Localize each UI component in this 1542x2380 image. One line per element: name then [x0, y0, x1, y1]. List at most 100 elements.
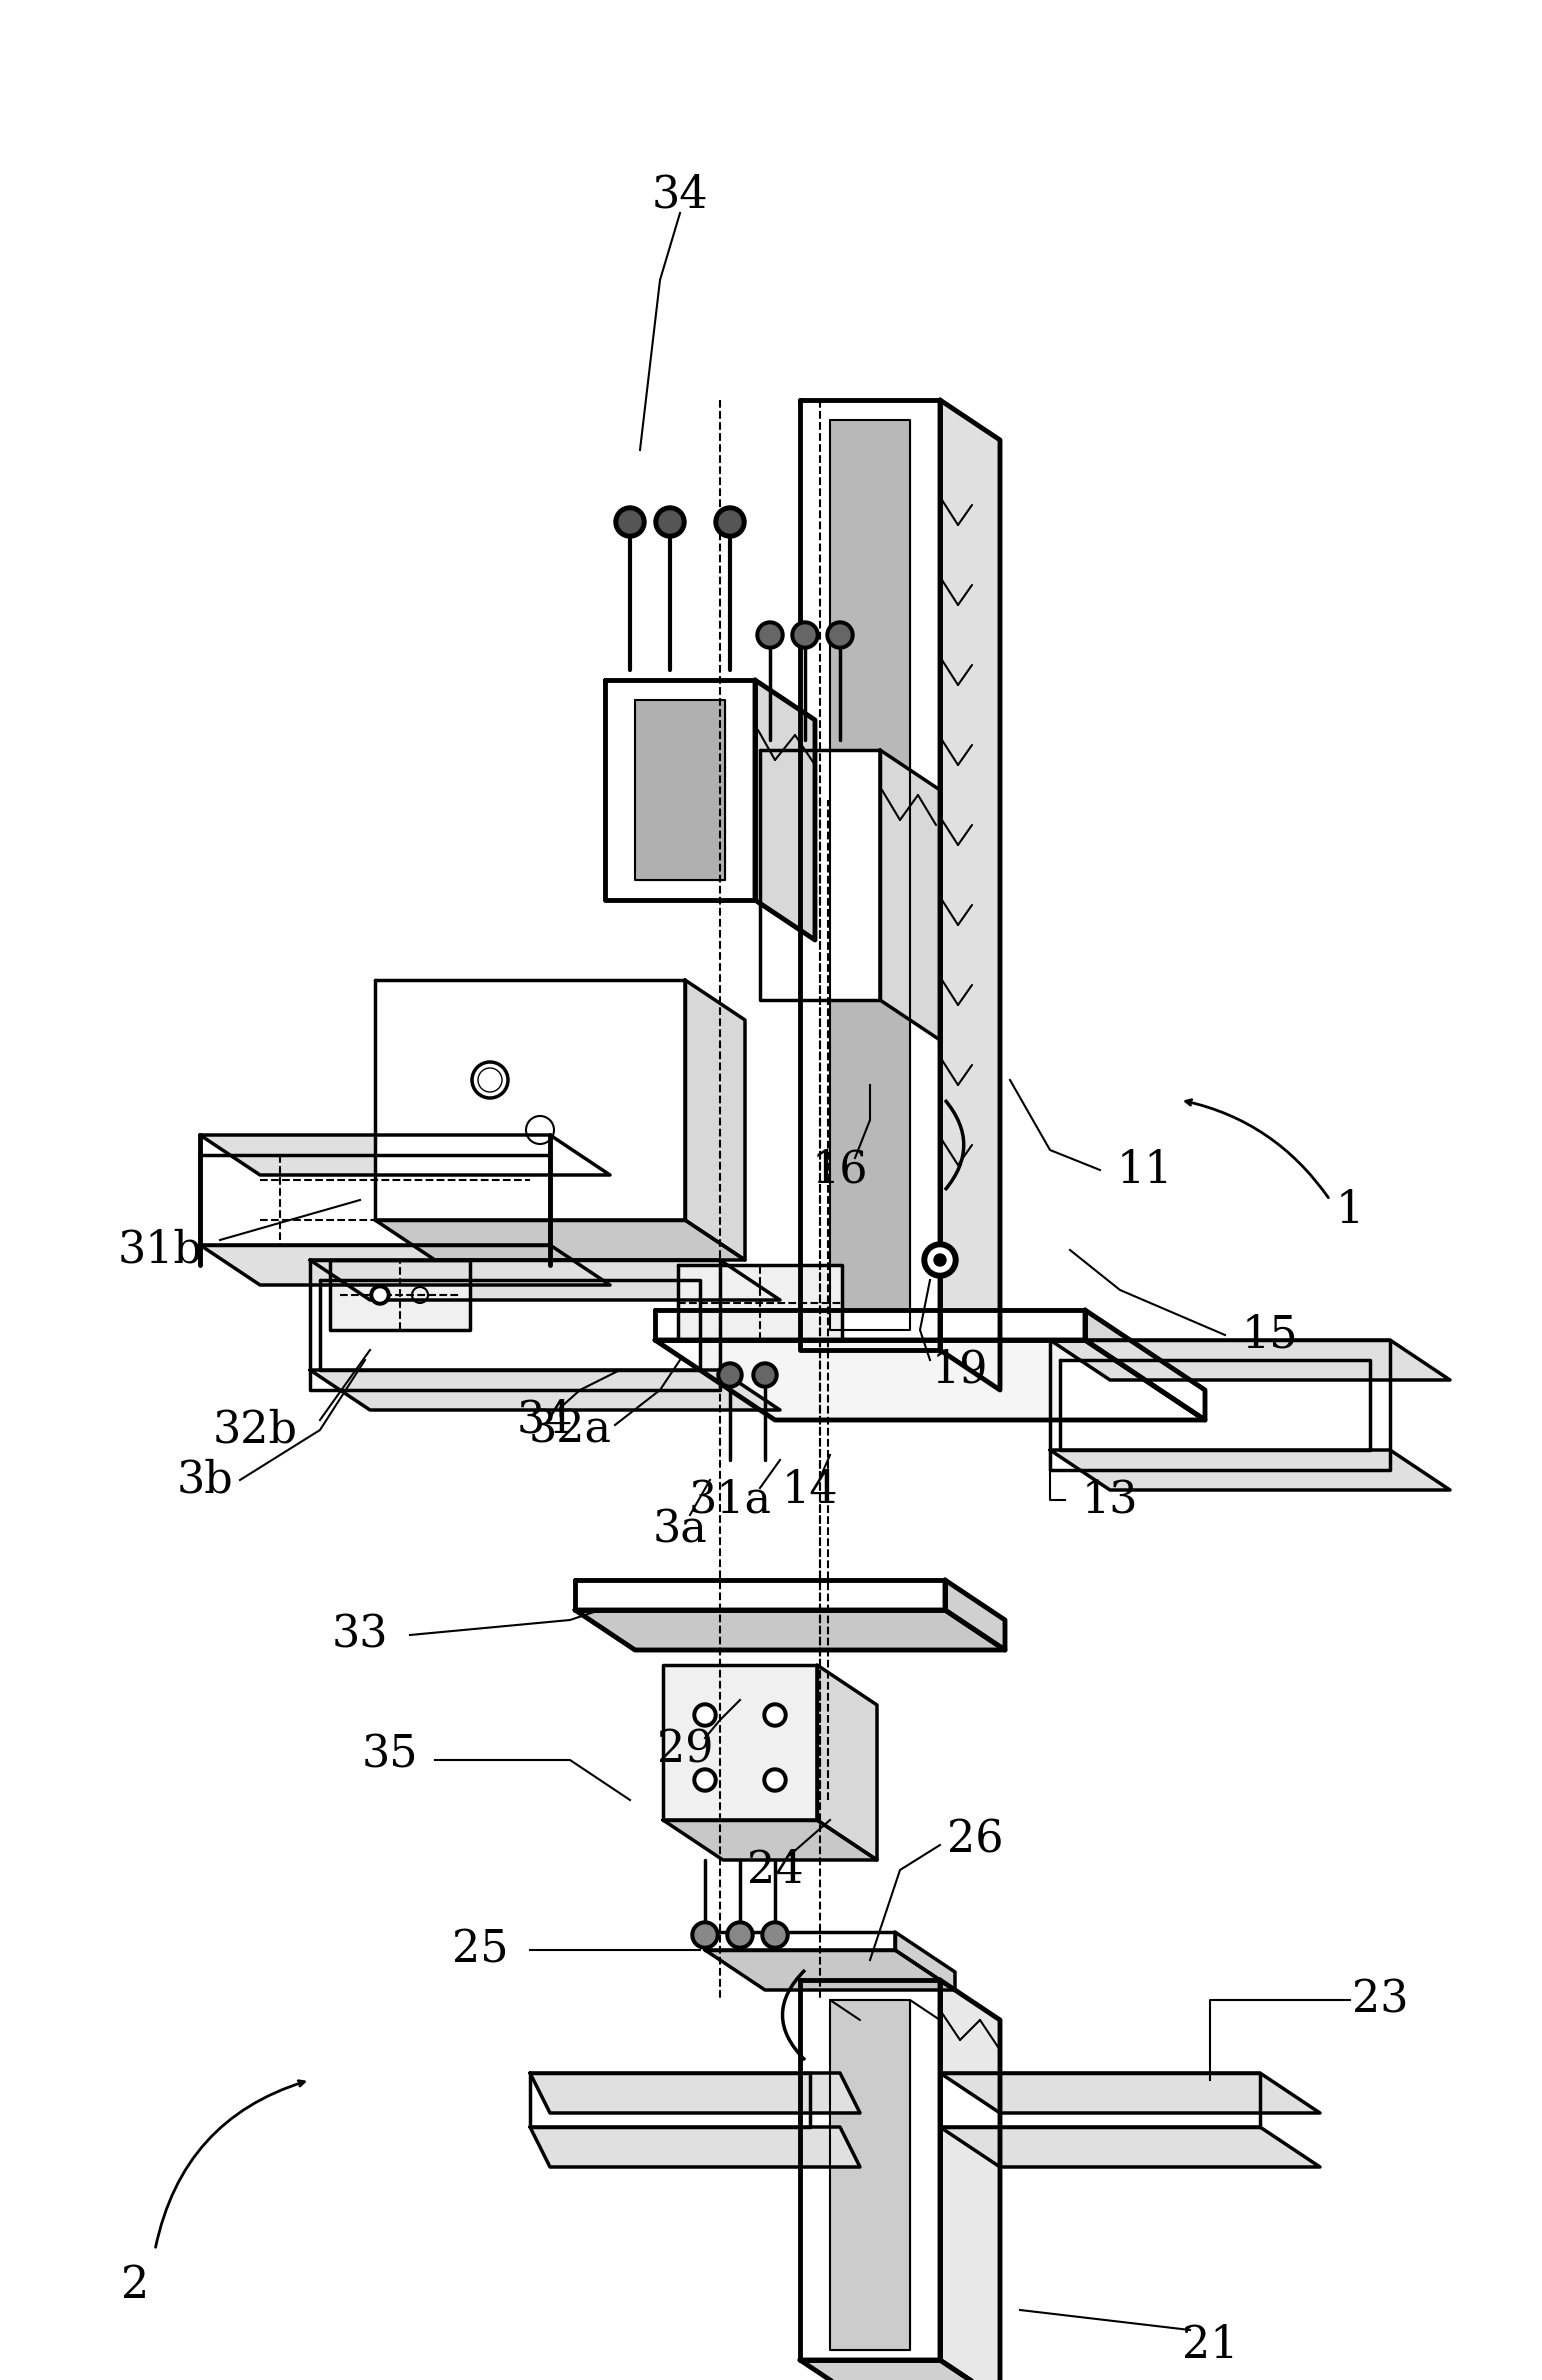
Circle shape [762, 1921, 790, 1949]
Text: 32b: 32b [213, 1409, 298, 1452]
Circle shape [934, 1254, 945, 1266]
Text: 31a: 31a [688, 1478, 771, 1521]
Polygon shape [685, 981, 745, 1259]
Text: 2: 2 [120, 2263, 150, 2306]
Polygon shape [655, 1309, 1086, 1340]
Polygon shape [941, 2073, 1260, 2128]
Circle shape [752, 1361, 779, 1388]
Polygon shape [800, 400, 941, 1349]
Polygon shape [375, 981, 685, 1221]
Text: 25: 25 [452, 1928, 509, 1971]
Polygon shape [945, 1580, 1005, 1649]
Polygon shape [530, 2128, 860, 2168]
Circle shape [717, 1361, 743, 1388]
Polygon shape [321, 1280, 700, 1371]
Circle shape [697, 1773, 712, 1787]
Circle shape [830, 626, 850, 645]
Polygon shape [375, 1221, 745, 1259]
Circle shape [692, 1704, 717, 1728]
Polygon shape [880, 750, 941, 1040]
Circle shape [928, 1247, 951, 1271]
Polygon shape [663, 1666, 817, 1821]
Circle shape [922, 1242, 958, 1278]
Polygon shape [575, 1609, 1005, 1649]
Circle shape [614, 507, 646, 538]
Text: 15: 15 [1241, 1314, 1298, 1357]
Polygon shape [1086, 1309, 1204, 1421]
Polygon shape [756, 681, 816, 940]
Text: 34: 34 [517, 1399, 574, 1442]
Text: 34: 34 [652, 174, 708, 217]
Text: 26: 26 [947, 1818, 1004, 1861]
Polygon shape [760, 750, 880, 1000]
Polygon shape [635, 700, 725, 881]
Circle shape [714, 507, 746, 538]
Polygon shape [310, 1259, 780, 1299]
Circle shape [791, 621, 819, 650]
Polygon shape [817, 1666, 877, 1861]
Polygon shape [200, 1154, 550, 1245]
Polygon shape [530, 2073, 860, 2113]
Text: 16: 16 [811, 1150, 868, 1192]
Text: 35: 35 [362, 1733, 418, 1775]
Text: 3b: 3b [177, 1459, 233, 1502]
Text: 13: 13 [1082, 1478, 1138, 1521]
Circle shape [375, 1290, 386, 1302]
Polygon shape [655, 1340, 1204, 1421]
Text: 21: 21 [1181, 2323, 1238, 2366]
Text: 31b: 31b [117, 1228, 202, 1271]
Polygon shape [604, 681, 756, 900]
Circle shape [766, 1706, 783, 1723]
Circle shape [756, 621, 783, 650]
Circle shape [691, 1921, 719, 1949]
Circle shape [697, 1706, 712, 1723]
Polygon shape [800, 1980, 941, 2361]
Circle shape [695, 1925, 715, 1944]
Text: 1: 1 [1335, 1188, 1365, 1230]
Polygon shape [830, 419, 910, 1330]
Polygon shape [200, 1245, 611, 1285]
Circle shape [756, 1366, 774, 1385]
Polygon shape [705, 1933, 894, 1949]
Polygon shape [941, 2073, 1320, 2113]
Text: 19: 19 [931, 1349, 988, 1392]
Circle shape [719, 512, 742, 533]
Polygon shape [830, 1999, 910, 2349]
Polygon shape [575, 1580, 945, 1609]
Polygon shape [941, 2128, 1320, 2168]
Polygon shape [1050, 1449, 1449, 1490]
Polygon shape [894, 1933, 954, 1990]
Circle shape [658, 512, 682, 533]
Circle shape [827, 621, 854, 650]
Circle shape [766, 1773, 783, 1787]
Text: 14: 14 [782, 1468, 839, 1511]
Circle shape [765, 1925, 785, 1944]
Polygon shape [200, 1135, 611, 1176]
Text: 32a: 32a [529, 1409, 612, 1452]
Circle shape [763, 1768, 786, 1792]
Circle shape [760, 626, 780, 645]
Circle shape [370, 1285, 390, 1304]
Text: 29: 29 [657, 1728, 714, 1771]
Circle shape [726, 1921, 754, 1949]
Polygon shape [1050, 1340, 1449, 1380]
Circle shape [618, 512, 641, 533]
Circle shape [796, 626, 816, 645]
Circle shape [654, 507, 686, 538]
Polygon shape [678, 1266, 842, 1340]
Polygon shape [941, 400, 1001, 1390]
Circle shape [722, 1366, 739, 1385]
Text: 24: 24 [746, 1849, 803, 1892]
Polygon shape [663, 1821, 877, 1861]
Circle shape [729, 1925, 749, 1944]
Circle shape [763, 1704, 786, 1728]
Polygon shape [800, 2361, 1001, 2380]
Circle shape [692, 1768, 717, 1792]
Text: 3a: 3a [652, 1509, 708, 1552]
Text: 23: 23 [1352, 1978, 1408, 2021]
Polygon shape [530, 2073, 810, 2128]
Polygon shape [310, 1371, 780, 1409]
Polygon shape [1059, 1359, 1369, 1449]
Text: 33: 33 [332, 1614, 389, 1656]
Text: 11: 11 [1116, 1150, 1173, 1192]
